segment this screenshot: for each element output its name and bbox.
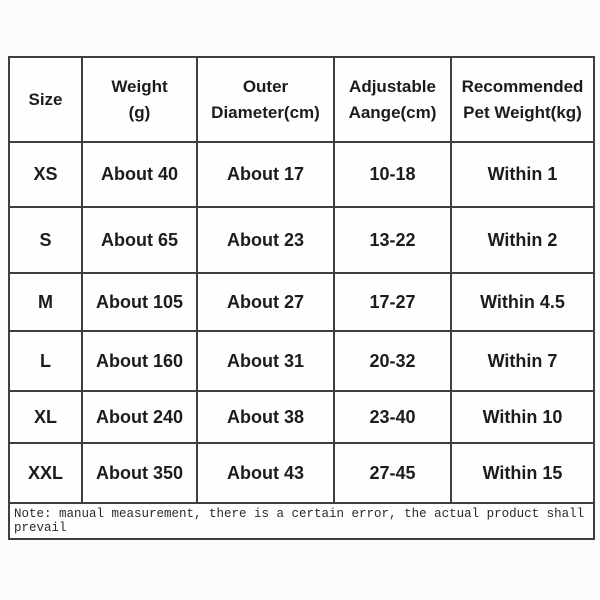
cell-size: XS — [8, 141, 83, 208]
cell-weight: About 350 — [81, 442, 198, 504]
cell-outer-diameter: About 23 — [196, 206, 335, 274]
cell-pet-weight: Within 10 — [450, 390, 595, 444]
note-row: Note: manual measurement, there is a cer… — [8, 502, 595, 540]
header-recommended-pet-weight-line1: Recommended — [461, 76, 584, 96]
header-outer-diameter: Outer Diameter(cm) — [196, 56, 335, 143]
cell-size: L — [8, 330, 83, 392]
cell-adjustable-range: 17-27 — [333, 272, 452, 332]
cell-weight: About 240 — [81, 390, 198, 444]
size-chart-table: Size Weight (g) Outer Diameter(cm) Adjus… — [8, 56, 595, 540]
table-row-xs: XS About 40 About 17 10-18 Within 1 — [8, 141, 595, 208]
table-row-s: S About 65 About 23 13-22 Within 2 — [8, 206, 595, 274]
cell-outer-diameter: About 38 — [196, 390, 335, 444]
cell-pet-weight: Within 4.5 — [450, 272, 595, 332]
cell-outer-diameter: About 31 — [196, 330, 335, 392]
cell-outer-diameter: About 27 — [196, 272, 335, 332]
header-size: Size — [8, 56, 83, 143]
cell-size: M — [8, 272, 83, 332]
cell-adjustable-range: 27-45 — [333, 442, 452, 504]
cell-size: XL — [8, 390, 83, 444]
cell-pet-weight: Within 15 — [450, 442, 595, 504]
cell-weight: About 160 — [81, 330, 198, 392]
note-text: Note: manual measurement, there is a cer… — [8, 502, 595, 540]
cell-adjustable-range: 13-22 — [333, 206, 452, 274]
cell-size: S — [8, 206, 83, 274]
header-weight: Weight (g) — [81, 56, 198, 143]
table-row-xxl: XXL About 350 About 43 27-45 Within 15 — [8, 442, 595, 504]
cell-pet-weight: Within 2 — [450, 206, 595, 274]
header-outer-diameter-line1: Outer — [242, 76, 289, 96]
cell-weight: About 65 — [81, 206, 198, 274]
table-row-xl: XL About 240 About 38 23-40 Within 10 — [8, 390, 595, 444]
header-weight-line2: (g) — [128, 102, 151, 122]
cell-adjustable-range: 10-18 — [333, 141, 452, 208]
cell-outer-diameter: About 17 — [196, 141, 335, 208]
cell-size: XXL — [8, 442, 83, 504]
header-adjustable-range: Adjustable Aange(cm) — [333, 56, 452, 143]
cell-outer-diameter: About 43 — [196, 442, 335, 504]
cell-pet-weight: Within 7 — [450, 330, 595, 392]
cell-pet-weight: Within 1 — [450, 141, 595, 208]
header-recommended-pet-weight-line2: Pet Weight(kg) — [463, 102, 582, 122]
cell-weight: About 105 — [81, 272, 198, 332]
header-adjustable-range-line1: Adjustable — [349, 76, 436, 96]
cell-adjustable-range: 23-40 — [333, 390, 452, 444]
header-weight-line1: Weight — [111, 76, 168, 96]
table-row-m: M About 105 About 27 17-27 Within 4.5 — [8, 272, 595, 332]
table-row-l: L About 160 About 31 20-32 Within 7 — [8, 330, 595, 392]
cell-weight: About 40 — [81, 141, 198, 208]
header-adjustable-range-line2: Aange(cm) — [348, 102, 437, 122]
header-row: Size Weight (g) Outer Diameter(cm) Adjus… — [8, 56, 595, 143]
header-size-line1: Size — [28, 89, 63, 109]
header-recommended-pet-weight: Recommended Pet Weight(kg) — [450, 56, 595, 143]
cell-adjustable-range: 20-32 — [333, 330, 452, 392]
header-outer-diameter-line2: Diameter(cm) — [211, 102, 320, 122]
